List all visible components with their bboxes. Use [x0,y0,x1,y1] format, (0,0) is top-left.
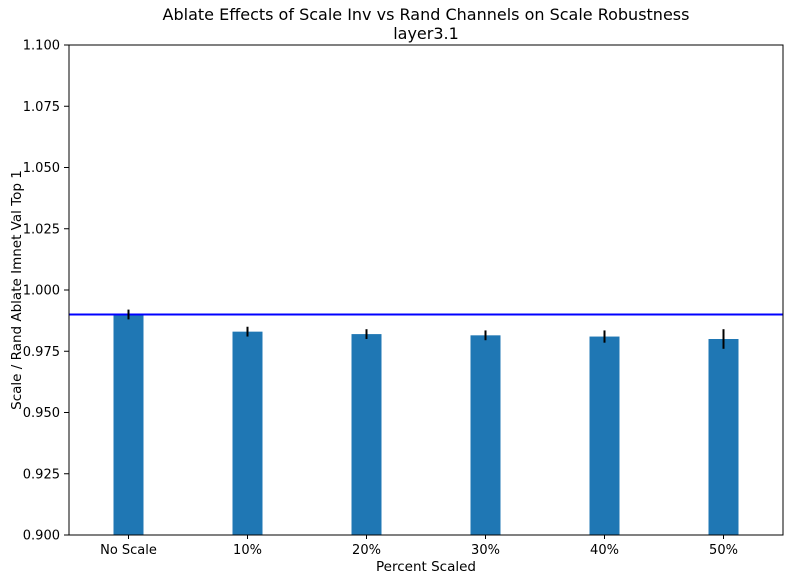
bar [589,336,620,535]
bar [351,334,382,535]
axes-border [68,44,784,536]
bar [708,339,739,535]
bar [470,335,501,535]
y-tick-label: 1.075 [23,100,60,115]
x-tick-label: 10% [233,543,262,558]
chart-title-block: Ablate Effects of Scale Inv vs Rand Chan… [69,5,783,43]
bar [113,314,144,535]
x-tick-label: 40% [590,543,619,558]
x-tick-label: No Scale [100,543,157,558]
chart-subtitle: layer3.1 [393,24,459,43]
y-tick-label: 1.025 [23,222,60,237]
x-tick-label: 20% [352,543,381,558]
bar [232,331,263,535]
x-axis-label: Percent Scaled [376,559,476,575]
y-tick-label: 1.000 [23,284,60,299]
y-tick-label: 0.925 [23,467,60,482]
y-tick-label: 0.900 [23,529,60,544]
y-tick-label: 0.975 [23,345,60,360]
y-tick-label: 0.950 [23,406,60,421]
y-tick-label: 1.050 [23,161,60,176]
x-tick-label: 30% [471,543,500,558]
y-tick-label: 1.100 [23,39,60,54]
chart-title: Ablate Effects of Scale Inv vs Rand Chan… [162,5,690,24]
x-tick-label: 50% [709,543,738,558]
